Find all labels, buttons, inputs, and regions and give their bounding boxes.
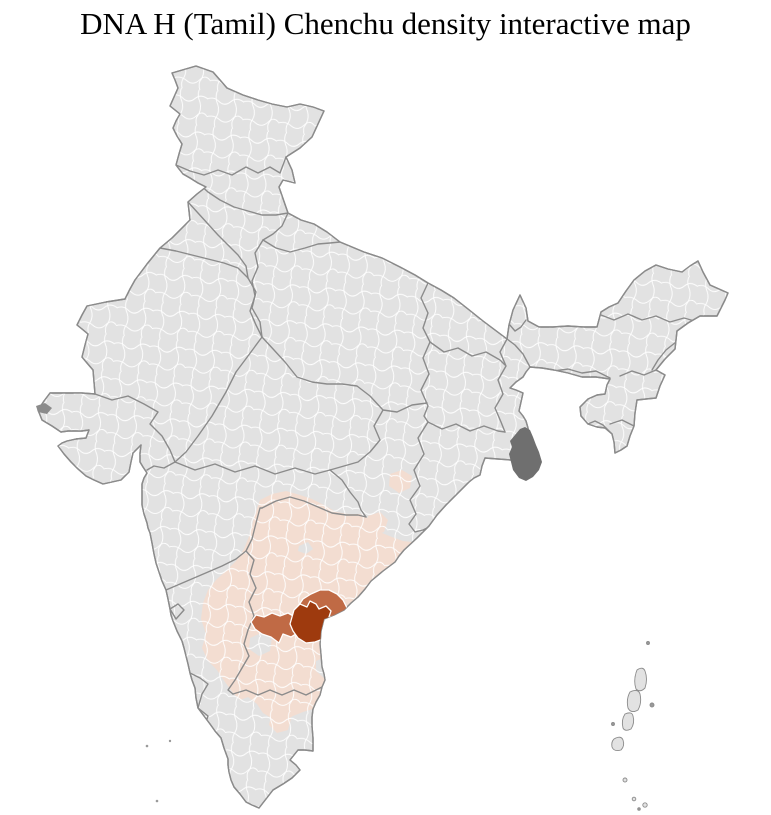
state-borders xyxy=(94,156,709,803)
district-borders-texture xyxy=(38,66,728,808)
page-title: DNA H (Tamil) Chenchu density interactiv… xyxy=(80,6,691,41)
lakshadweep-islands xyxy=(145,739,172,803)
andaman-nicobar-islands xyxy=(611,641,655,811)
kutch-marsh-speck xyxy=(36,403,52,414)
river-delta-area xyxy=(509,427,542,481)
